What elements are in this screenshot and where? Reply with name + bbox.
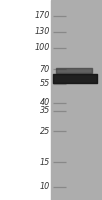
Text: 170: 170 <box>35 11 50 20</box>
Text: 100: 100 <box>35 43 50 52</box>
Bar <box>0 0 51 200</box>
Text: 55: 55 <box>40 79 50 88</box>
Text: 35: 35 <box>40 106 50 115</box>
Text: 70: 70 <box>40 65 50 74</box>
Text: 40: 40 <box>40 98 50 107</box>
Text: 15: 15 <box>40 158 50 167</box>
Bar <box>51 0 102 200</box>
Text: 25: 25 <box>40 127 50 136</box>
Text: 130: 130 <box>35 27 50 36</box>
Text: 10: 10 <box>40 182 50 191</box>
